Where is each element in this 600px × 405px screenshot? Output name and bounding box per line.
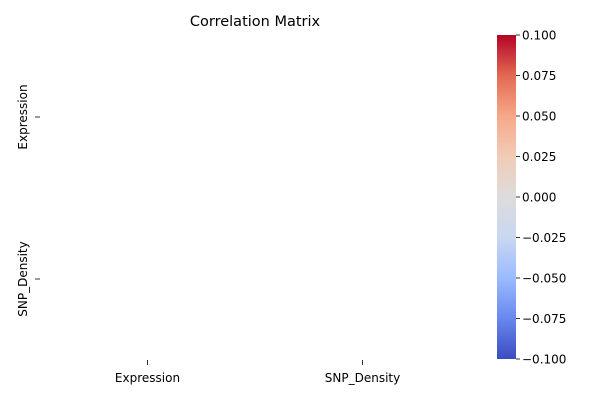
heatmap-plot-area bbox=[40, 36, 470, 360]
colorbar-tick-label: 0.025 bbox=[522, 150, 556, 164]
y-tick-label: Expression bbox=[16, 84, 30, 149]
colorbar-gradient bbox=[497, 35, 516, 359]
x-tick-label: Expression bbox=[115, 371, 180, 385]
x-tick-label: SNP_Density bbox=[325, 371, 400, 385]
colorbar-tick-label: −0.100 bbox=[522, 353, 566, 367]
colorbar-tick-label: 0.100 bbox=[522, 29, 556, 43]
colorbar-tick-label: −0.025 bbox=[522, 231, 566, 245]
colorbar: 0.100 0.075 0.050 0.025 0.000 −0.025 −0.050 −0.… bbox=[497, 29, 566, 367]
heatmap-cell bbox=[255, 198, 470, 360]
colorbar-tick-label: 0.000 bbox=[522, 191, 556, 205]
y-tick-label: SNP_Density bbox=[16, 241, 30, 316]
colorbar-tick-label: 0.075 bbox=[522, 69, 556, 83]
colorbar-tick-label: −0.050 bbox=[522, 272, 566, 286]
colorbar-tick-label: −0.075 bbox=[522, 312, 566, 326]
heatmap-cell bbox=[40, 198, 255, 360]
heatmap-cell bbox=[40, 36, 255, 198]
chart-title: Correlation Matrix bbox=[190, 14, 321, 30]
colorbar-ticks: 0.100 0.075 0.050 0.025 0.000 −0.025 −0.050 −0.… bbox=[516, 29, 566, 367]
y-axis: Expression SNP_Density bbox=[16, 84, 40, 317]
heatmap-cell bbox=[255, 36, 470, 198]
x-axis: Expression SNP_Density bbox=[115, 360, 400, 385]
colorbar-tick-label: 0.050 bbox=[522, 110, 556, 124]
